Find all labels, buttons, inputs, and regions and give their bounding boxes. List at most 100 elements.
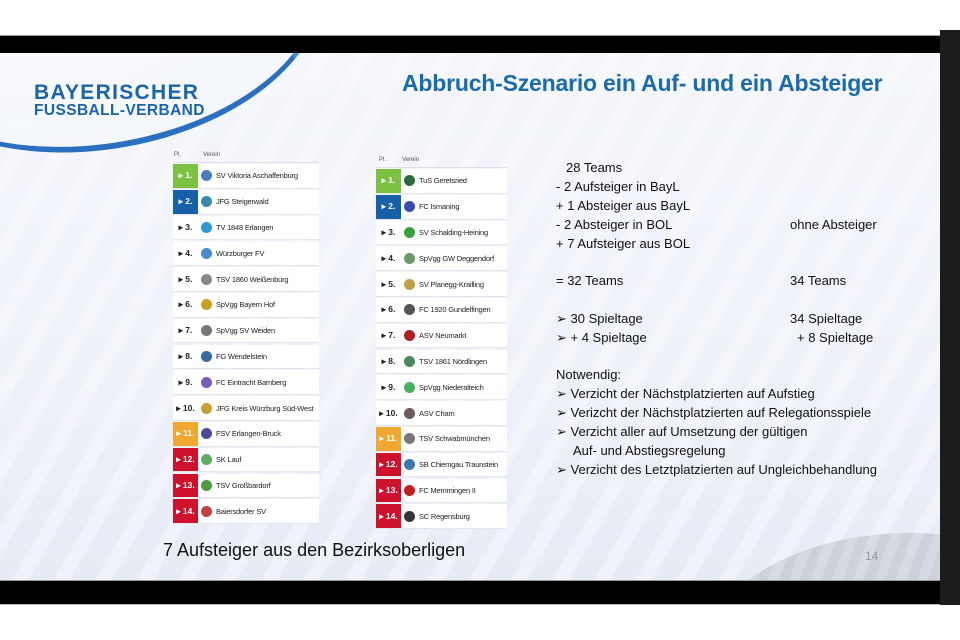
club-crest-icon <box>201 247 212 259</box>
table-row: ▸ 12. SK Lauf <box>173 447 319 473</box>
position-cell: ▸ 3. <box>381 227 396 238</box>
club-crest-icon <box>404 201 415 213</box>
stadium-decoration <box>700 533 940 580</box>
club-crest-icon <box>201 376 212 388</box>
league-table-right: Pl. Verein ▸ 1. TuS Geretsried ▸ 2. FC Isma… <box>376 153 507 529</box>
position-cell: ▸ 5. <box>381 278 396 289</box>
position-cell: ▸ 13. <box>376 478 401 503</box>
club-name: JFG Steigerwald <box>216 197 269 207</box>
position-cell: ▸ 6. <box>178 299 193 310</box>
stats-line: ➢ Verizcht der Nächstplatzierten auf Rel… <box>556 405 872 420</box>
slide-footer-caption: 7 Aufsteiger aus den Bezirksoberligen <box>163 540 466 560</box>
club-name: Baiersdorfer SV <box>216 506 266 516</box>
position-cell: ▸ 2. <box>173 189 198 214</box>
position-cell: ▸ 6. <box>381 304 396 315</box>
table-row: ▸ 4. Würzburger FV <box>173 241 319 267</box>
club-name: SpVgg GW Deggendorf <box>419 253 494 263</box>
table-row: ▸ 6. SpVgg Bayern Hof <box>173 293 319 318</box>
club-name: FC Memmingen II <box>419 485 476 495</box>
stats-line: - 2 Absteiger in BOL <box>556 217 673 232</box>
club-name: SpVgg SV Weiden <box>216 326 275 336</box>
slide-title: Abbruch-Szenario ein Auf- und ein Abstei… <box>402 70 883 96</box>
presentation-slide: BAYERISCHER FUSSBALL-VERBAND Abbruch-Sze… <box>0 53 940 580</box>
club-crest-icon <box>404 407 415 419</box>
logo-line-2: FUSSBALL-VERBAND <box>34 102 205 119</box>
club-name: FC Ismaning <box>419 202 460 212</box>
position-cell: ▸ 10. <box>379 407 398 418</box>
club-name: TV 1848 Erlangen <box>216 223 274 233</box>
table-row: ▸ 1. SV Viktoria Aschaffenburg <box>173 164 319 189</box>
bfv-logo: BAYERISCHER FUSSBALL-VERBAND <box>34 82 205 119</box>
club-name: FC Eintracht Bamberg <box>216 377 287 387</box>
table-row: ▸ 13. TSV Großbardorf <box>173 473 319 499</box>
stats-line: ➢ 30 Spieltage <box>556 311 643 326</box>
stats-line: + 7 Aufsteiger aus BOL <box>556 236 691 251</box>
table-row: ▸ 2. JFG Steigerwald <box>173 189 319 215</box>
stats-line: ➢ + 4 Spieltage <box>556 330 647 345</box>
top-margin <box>0 0 960 35</box>
club-name: SV Viktoria Aschaffenburg <box>216 171 298 181</box>
stats-line: ➢ Verzicht der Nächstplatzierten auf Auf… <box>556 386 815 401</box>
table-rows: ▸ 1. TuS Geretsried ▸ 2. FC Ismaning ▸ 3. SV … <box>376 169 507 529</box>
position-cell: ▸ 4. <box>178 247 193 258</box>
position-cell: ▸ 12. <box>376 452 401 477</box>
club-crest-icon <box>201 196 212 208</box>
position-cell: ▸ 1. <box>376 169 401 193</box>
table-row: ▸ 14. Baiersdorfer SV <box>173 499 319 524</box>
table-row: ▸ 2. FC Ismaning <box>376 194 507 220</box>
league-table-left: Pl. Verein ▸ 1. SV Viktoria Aschaffenburg… <box>173 148 319 524</box>
club-name: ASV Cham <box>419 408 455 418</box>
club-crest-icon <box>201 170 212 182</box>
bottom-letterbox-bar <box>0 580 940 605</box>
table-row: ▸ 3. SV Schalding-Heining <box>376 220 507 246</box>
stats-line: Notwendig: <box>556 367 622 382</box>
header-position: Pl. <box>174 152 182 158</box>
position-cell: ▸ 4. <box>381 252 396 263</box>
club-crest-icon <box>404 381 415 393</box>
table-rows: ▸ 1. SV Viktoria Aschaffenburg ▸ 2. JFG Ste… <box>173 164 319 524</box>
table-row: ▸ 7. ASV Neumarkt <box>376 323 507 349</box>
club-crest-icon <box>404 227 415 239</box>
position-cell: ▸ 10. <box>176 402 195 413</box>
club-crest-icon <box>201 222 212 234</box>
stats-line: ➢ Verzicht des Letztplatzierten auf Ungl… <box>556 462 877 477</box>
table-row: ▸ 8. TSV 1861 Nördlingen <box>376 349 507 375</box>
club-name: ASV Neumarkt <box>419 331 467 341</box>
stats-line: - 2 Aufsteiger in BayL <box>556 179 680 194</box>
club-name: TSV Großbardorf <box>216 480 271 490</box>
club-name: SV Schalding-Heining <box>419 228 488 238</box>
table-row: ▸ 1. TuS Geretsried <box>376 169 507 194</box>
club-crest-icon <box>404 459 415 471</box>
table-row: ▸ 3. TV 1848 Erlangen <box>173 215 319 241</box>
table-header: Pl. Verein <box>173 148 319 163</box>
table-row: ▸ 5. SV Planegg-Krailling <box>376 272 507 297</box>
club-crest-icon <box>404 484 415 496</box>
position-cell: ▸ 8. <box>178 350 193 361</box>
table-row: ▸ 6. FC 1920 Gundelfingen <box>376 298 507 323</box>
stats-line: + 8 Spieltage <box>797 330 874 345</box>
table-row: ▸ 5. TSV 1860 Weißenburg <box>173 267 319 292</box>
position-cell: ▸ 11. <box>173 422 198 446</box>
table-row: ▸ 7. SpVgg SV Weiden <box>173 318 319 344</box>
stats-line: 34 Teams <box>790 273 847 288</box>
position-cell: ▸ 7. <box>178 325 193 336</box>
table-header: Pl. Verein <box>376 153 507 168</box>
club-crest-icon <box>404 252 415 264</box>
table-row: ▸ 11. FSV Erlangen-Bruck <box>173 422 319 447</box>
table-row: ▸ 10. ASV Cham <box>376 401 507 426</box>
table-row: ▸ 11. TSV Schwabmünchen <box>376 427 507 452</box>
table-row: ▸ 12. SB Chiemgau Traunstein <box>376 452 507 478</box>
stats-line: 34 Spieltage <box>790 311 863 326</box>
club-crest-icon <box>201 402 212 414</box>
club-name: SpVgg Niederalteich <box>419 382 484 392</box>
club-name: FG Wendelstein <box>216 351 267 361</box>
club-crest-icon <box>201 505 212 517</box>
club-crest-icon <box>201 299 212 311</box>
table-row: ▸ 14. SC Regensburg <box>376 504 507 529</box>
club-crest-icon <box>404 355 415 367</box>
club-crest-icon <box>201 273 212 285</box>
club-name: TSV 1860 Weißenburg <box>216 274 289 284</box>
stats-line: ➢ Verzicht aller auf Umsetzung der gülti… <box>556 424 808 439</box>
position-cell: ▸ 13. <box>173 473 198 498</box>
club-crest-icon <box>201 325 212 337</box>
